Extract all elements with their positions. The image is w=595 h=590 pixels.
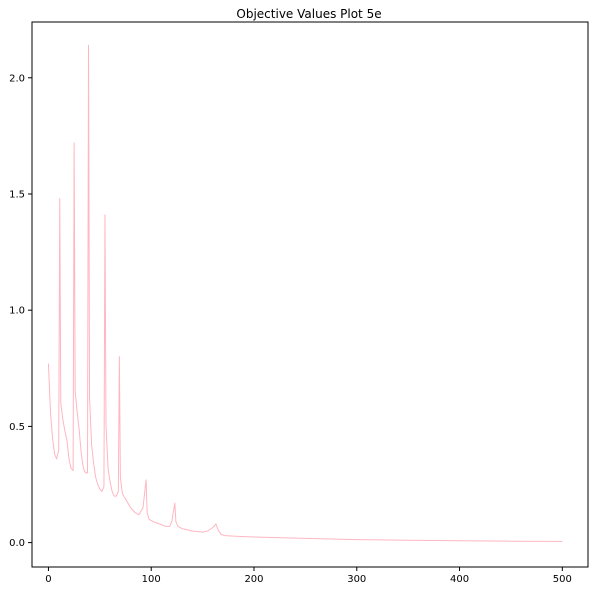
y-tick-label: 0.5 — [9, 422, 25, 433]
x-tick-label: 300 — [347, 574, 366, 585]
x-tick-label: 200 — [244, 574, 263, 585]
plot-area — [47, 44, 563, 542]
y-tick-label: 1.0 — [9, 306, 25, 317]
y-tick-label: 0.0 — [9, 538, 25, 549]
x-axis: 0 100 200 300 400 500 — [45, 567, 572, 585]
y-tick-label: 2.0 — [9, 73, 25, 84]
y-tick-label: 1.5 — [9, 189, 25, 200]
x-tick-label: 500 — [553, 574, 572, 585]
chart-title: Objective Values Plot 5e — [236, 7, 381, 21]
series-line-0 — [47, 44, 563, 542]
x-tick-label: 400 — [450, 574, 469, 585]
x-tick-label: 100 — [142, 574, 161, 585]
y-axis: 0.0 0.5 1.0 1.5 2.0 — [9, 73, 32, 549]
x-tick-label: 0 — [45, 574, 51, 585]
axes-frame — [31, 21, 589, 568]
